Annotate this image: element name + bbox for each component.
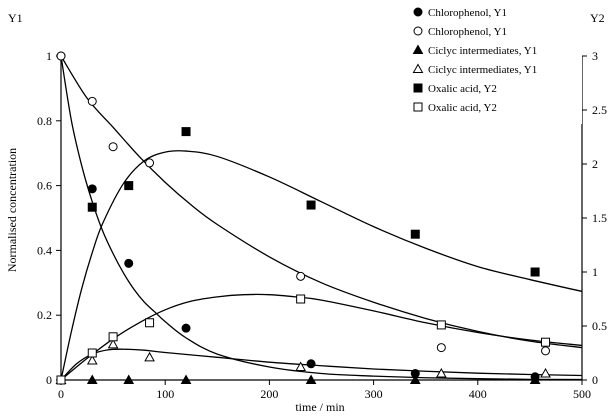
fit-curves (60, 55, 583, 381)
data-point (56, 375, 66, 385)
legend-marker (412, 63, 424, 73)
legend-entry: Ciclyc intermediates, Y1 (428, 45, 537, 57)
data-point (305, 374, 317, 384)
y1-tick-label: 0 (46, 373, 52, 387)
legend-marker (413, 102, 423, 112)
legend: Chlorophenol, Y1 Chlorophenol, Y1 Ciclyc i… (405, 4, 582, 124)
data-point (86, 374, 98, 384)
data-point (145, 158, 155, 168)
data-point (306, 359, 316, 369)
legend-marker (413, 26, 423, 36)
y1-tick-label: 1 (46, 49, 52, 63)
data-point (181, 127, 191, 137)
legend-entry: Ciclyc intermediates, Y1 (428, 64, 537, 76)
legend-entry: Oxalic acid, Y2 (428, 83, 497, 95)
legend-entry: Chlorophenol, Y1 (428, 7, 507, 19)
data-point (541, 346, 551, 356)
data-point (296, 271, 306, 281)
data-point (436, 343, 446, 353)
data-point (541, 337, 551, 347)
data-point (180, 374, 192, 384)
x-tick-label: 0 (58, 387, 64, 401)
y2-axis-title: Y2 (590, 11, 605, 25)
data-point (410, 229, 420, 239)
data-point (409, 374, 421, 384)
data-point (87, 184, 97, 194)
legend-entry: Oxalic acid, Y2 (428, 102, 497, 114)
data-point (124, 181, 134, 191)
x-tick-label: 100 (156, 387, 174, 401)
data-point (123, 374, 135, 384)
x-tick-label: 300 (365, 387, 383, 401)
data-point (436, 320, 446, 330)
y2-tick-label: 1.5 (592, 211, 607, 225)
data-point (124, 258, 134, 268)
fit-curve (60, 55, 583, 349)
ticks: 0 100 200 300 400 50000.20.40.60.8100.511.522… (37, 49, 607, 401)
data-point (108, 332, 118, 342)
fit-curve (60, 55, 583, 381)
x-axis-label: time / min (295, 400, 344, 414)
fit-curve (60, 149, 583, 381)
x-tick-label: 200 (260, 387, 278, 401)
data-points (55, 51, 551, 385)
legend-marker (412, 44, 424, 54)
y2-tick-label: 2.5 (592, 103, 607, 117)
data-point (87, 96, 97, 106)
data-point (87, 348, 97, 358)
y1-tick-label: 0.8 (37, 114, 52, 128)
y2-tick-label: 2 (592, 157, 598, 171)
data-point (530, 267, 540, 277)
y2-tick-label: 0.5 (592, 319, 607, 333)
y2-tick-label: 3 (592, 49, 598, 63)
y2-tick-label: 0 (592, 373, 598, 387)
y2-tick-label: 1 (592, 265, 598, 279)
data-point (86, 355, 98, 365)
data-point (296, 294, 306, 304)
data-point (107, 338, 119, 349)
data-point (295, 361, 307, 372)
y1-tick-label: 0.4 (37, 243, 52, 257)
data-point (181, 323, 191, 333)
legend-marker (413, 7, 423, 17)
data-point (540, 368, 551, 378)
legend-box (405, 4, 582, 124)
data-point (56, 51, 66, 61)
fit-curve (60, 293, 583, 381)
data-point (144, 351, 155, 362)
legend-entry: Chlorophenol, Y1 (428, 26, 507, 38)
x-tick-label: 400 (469, 387, 487, 401)
y-axis-label: Normalised concentration (5, 148, 19, 272)
y1-axis-title: Y1 (8, 11, 23, 25)
data-point (529, 374, 541, 384)
fit-curve (60, 348, 583, 381)
data-point (145, 318, 155, 328)
legend-marker (413, 83, 423, 93)
data-point (108, 142, 118, 152)
data-point (306, 200, 316, 210)
data-point (435, 368, 447, 378)
y1-tick-label: 0.6 (37, 179, 52, 193)
data-point (87, 202, 97, 212)
x-tick-label: 500 (573, 387, 591, 401)
y1-tick-label: 0.2 (37, 308, 52, 322)
